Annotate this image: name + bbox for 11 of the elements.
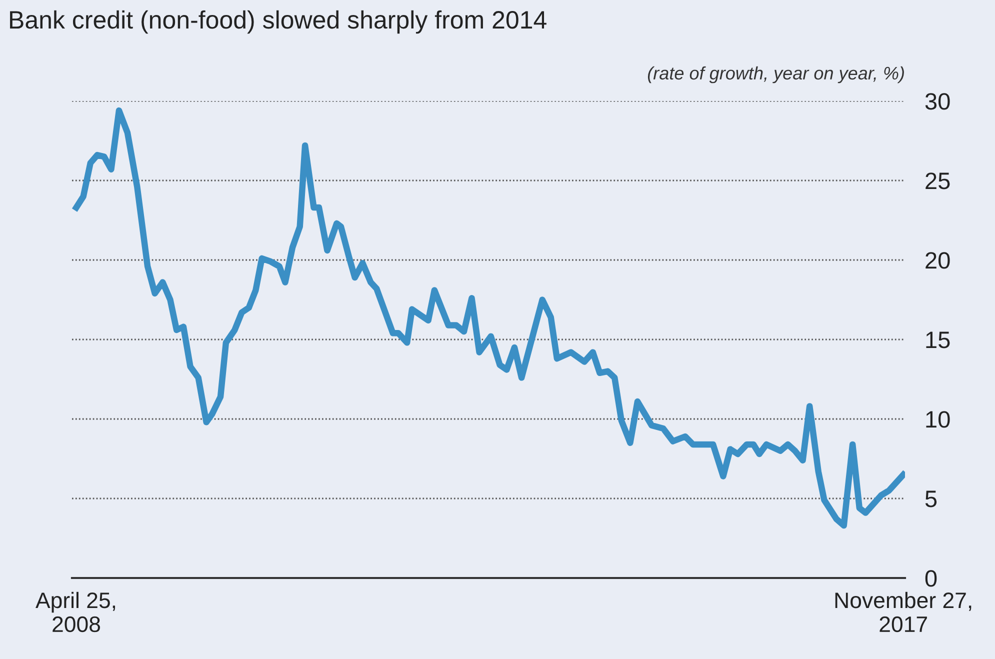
- y-axis-title: (rate of growth, year on year, %): [648, 66, 904, 84]
- y-tick-label: 5: [925, 490, 937, 508]
- y-tick-label: 0: [925, 570, 937, 587]
- y-tick-label: 15: [926, 332, 950, 348]
- y-tick-label: 10: [926, 411, 950, 428]
- y-tick-label: 20: [926, 252, 950, 269]
- chart-title: Bank credit (non-food) slowed sharply from 2014: [10, 10, 546, 34]
- y-tick-label: 25: [926, 172, 950, 190]
- x-tick-label: April 25, 2008: [36, 592, 116, 632]
- y-tick-label: 30: [925, 93, 950, 110]
- x-tick-label: November 27, 2017: [835, 592, 972, 632]
